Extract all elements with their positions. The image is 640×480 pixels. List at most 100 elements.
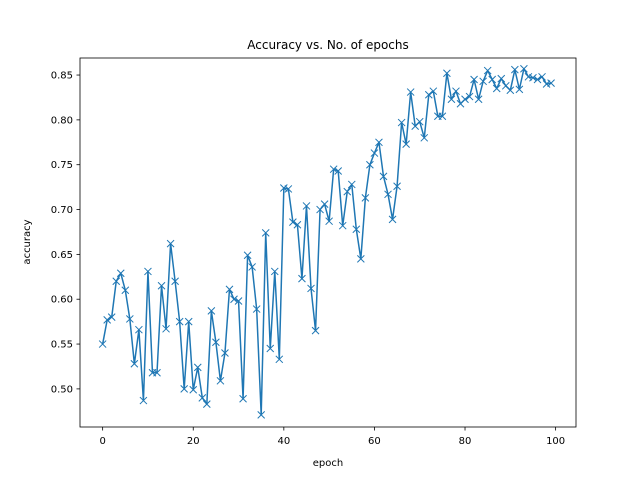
marker-stroke <box>261 229 270 237</box>
data-point-marker <box>153 368 161 377</box>
marker-stroke <box>107 313 116 322</box>
data-point-marker <box>316 205 324 214</box>
data-point-marker <box>307 284 315 293</box>
marker-stroke <box>311 326 320 335</box>
marker-stroke <box>307 284 315 293</box>
x-tick-label: 0 <box>99 436 105 447</box>
data-point-marker <box>252 305 261 313</box>
marker-stroke <box>198 394 207 402</box>
data-point-marker <box>384 190 392 199</box>
marker-stroke <box>402 140 410 148</box>
data-point-marker <box>216 376 225 385</box>
marker-stroke <box>356 255 365 263</box>
marker-stroke <box>225 285 234 294</box>
data-point-marker <box>171 277 179 286</box>
data-point-marker <box>488 75 497 84</box>
data-point-marker <box>370 149 379 157</box>
y-tick-label: 0.50 <box>51 384 73 395</box>
marker-stroke <box>520 64 528 73</box>
marker-stroke <box>443 69 451 78</box>
y-tick-label: 0.70 <box>51 205 73 216</box>
x-tick-label: 100 <box>546 436 565 447</box>
marker-stroke <box>343 187 352 196</box>
data-point-marker <box>184 317 193 326</box>
data-point-marker <box>524 72 533 81</box>
marker-stroke <box>112 277 121 286</box>
marker-stroke <box>270 267 279 276</box>
marker-stroke <box>189 385 198 394</box>
marker-stroke <box>266 344 275 353</box>
marker-stroke <box>275 355 284 364</box>
marker-stroke <box>175 317 184 326</box>
marker-stroke <box>257 411 266 419</box>
marker-stroke <box>406 88 415 96</box>
data-point-marker <box>483 66 492 75</box>
marker-stroke <box>230 295 238 304</box>
marker-stroke <box>461 95 469 104</box>
marker-stroke <box>139 396 148 405</box>
marker-stroke <box>121 286 130 295</box>
marker-stroke <box>510 65 519 74</box>
data-point-marker <box>275 355 284 364</box>
marker-stroke <box>361 194 370 202</box>
marker-stroke <box>144 267 152 276</box>
data-point-marker <box>139 396 148 405</box>
data-point-marker <box>207 307 216 315</box>
data-point-marker <box>202 400 211 408</box>
x-axis-label: epoch <box>313 458 343 469</box>
marker-stroke <box>130 359 139 368</box>
marker-stroke <box>325 217 333 226</box>
data-point-marker <box>492 84 501 93</box>
marker-stroke <box>329 165 338 174</box>
data-point-marker <box>193 363 202 372</box>
marker-stroke <box>284 185 293 193</box>
data-point-marker <box>279 184 288 192</box>
data-point-marker <box>366 160 374 169</box>
marker-stroke <box>497 74 506 83</box>
marker-stroke <box>538 72 546 81</box>
marker-stroke <box>279 184 288 192</box>
marker-stroke <box>116 269 125 278</box>
data-point-marker <box>289 218 297 226</box>
data-point-marker <box>98 340 107 348</box>
data-point-marker <box>293 220 302 229</box>
data-point-marker <box>248 263 256 271</box>
data-point-marker <box>103 315 112 324</box>
marker-stroke <box>98 340 107 348</box>
x-tick-label: 20 <box>187 436 200 447</box>
data-point-marker <box>529 73 537 82</box>
marker-stroke <box>384 190 392 199</box>
data-point-marker <box>533 75 542 84</box>
marker-stroke <box>452 87 460 96</box>
marker-stroke <box>420 133 429 142</box>
data-point-marker <box>257 411 266 419</box>
marker-stroke <box>103 315 112 324</box>
marker-stroke <box>207 307 216 315</box>
data-point-marker <box>429 87 438 96</box>
data-point-marker <box>393 182 401 191</box>
marker-stroke <box>424 90 433 99</box>
y-tick-label: 0.60 <box>51 295 73 306</box>
y-tick-label: 0.75 <box>51 160 73 171</box>
data-point-marker <box>270 267 279 276</box>
marker-stroke <box>135 325 143 334</box>
data-point-marker <box>212 338 220 347</box>
data-point-marker <box>107 313 116 322</box>
marker-stroke <box>379 172 388 181</box>
data-point-marker <box>547 79 555 87</box>
data-point-marker <box>135 325 143 334</box>
marker-stroke <box>438 112 447 121</box>
marker-stroke <box>338 221 347 230</box>
data-point-marker <box>397 118 406 127</box>
data-point-marker <box>320 200 329 209</box>
data-point-marker <box>130 359 139 368</box>
marker-stroke <box>125 315 134 323</box>
marker-stroke <box>375 138 383 147</box>
data-point-marker <box>198 394 207 402</box>
data-point-marker <box>325 217 333 226</box>
marker-stroke <box>166 239 175 248</box>
marker-stroke <box>316 205 324 214</box>
data-point-marker <box>515 85 524 94</box>
x-tick-label: 40 <box>277 436 290 447</box>
data-point-marker <box>230 295 238 304</box>
